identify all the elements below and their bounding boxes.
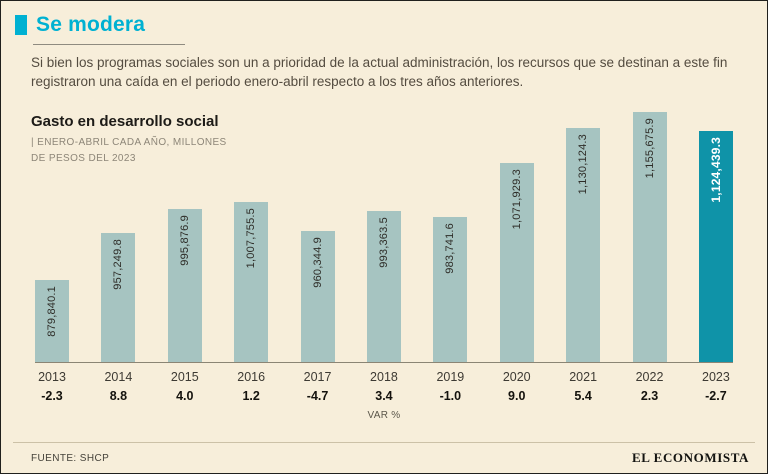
- title-underline: [33, 44, 185, 45]
- bar-2019: 983,741.6: [433, 217, 468, 363]
- var-pct-2013: -2.3: [41, 389, 63, 404]
- var-pct-2015: 4.0: [176, 389, 194, 404]
- bar-2014: 957,249.8: [101, 233, 136, 363]
- bar-chart: Gasto en desarrollo social | ENERO-ABRIL…: [1, 111, 767, 421]
- bar-2018: 993,363.5: [366, 211, 401, 363]
- x-tick-2020: 2020: [502, 370, 531, 385]
- title-row: Se modera: [15, 13, 747, 37]
- var-pct-2017: -4.7: [306, 389, 329, 404]
- x-axis-ticks: 2013 2014 2015 2016 2017 2018 2019 2020 2021 2022…: [35, 363, 733, 384]
- bar-value-label-2023: 1,124,439.3: [708, 137, 723, 203]
- bar-value-label-2021: 1,130,124.3: [577, 134, 590, 195]
- brand-logo: EL ECONOMISTA: [632, 450, 749, 465]
- footer: FUENTE: SHCP EL ECONOMISTA: [13, 442, 755, 466]
- x-tick-2021: 2021: [569, 370, 598, 385]
- chart-header: Gasto en desarrollo social | ENERO-ABRIL…: [31, 113, 227, 166]
- x-axis-label: VAR %: [367, 410, 401, 422]
- var-pct-2019: -1.0: [439, 389, 462, 404]
- var-pct-2018: 3.4: [375, 389, 393, 404]
- x-tick-2023: 2023: [702, 370, 730, 385]
- var-pct-row: -2.3 8.8 4.0 1.2 -4.7 3.4 -1.0 9.0 5.4 2.3 -2.7: [35, 384, 733, 403]
- var-pct-2022: 2.3: [640, 389, 659, 404]
- bar-value-label-2016: 1,007,755.5: [245, 208, 258, 269]
- source-text: FUENTE: SHCP: [31, 452, 110, 464]
- title-accent-bar: [15, 15, 27, 35]
- var-pct-2016: 1.2: [242, 389, 260, 404]
- bar-2022: 1,155,675.9: [632, 112, 667, 363]
- chart-subtitle-line1: | ENERO-ABRIL CADA AÑO, MILLONES: [31, 137, 227, 149]
- bar-value-label-2015: 995,876.9: [178, 215, 191, 266]
- bar-value-label-2013: 879,840.1: [46, 286, 58, 337]
- x-tick-2019: 2019: [436, 370, 465, 385]
- intro-text: Si bien los programas sociales son un a …: [31, 55, 728, 89]
- bar-2015: 995,876.9: [167, 209, 202, 363]
- bar-value-label-2017: 960,344.9: [311, 237, 324, 288]
- var-pct-2014: 8.8: [109, 389, 128, 404]
- x-tick-2022: 2022: [635, 370, 664, 385]
- bar-value-label-2019: 983,741.6: [444, 223, 457, 274]
- bar-value-label-2022: 1,155,675.9: [643, 118, 656, 179]
- chart-subtitle: | ENERO-ABRIL CADA AÑO, MILLONES DE PESO…: [31, 135, 227, 166]
- page-title: Se modera: [36, 13, 146, 36]
- chart-subtitle-line2: DE PESOS DEL 2023: [31, 152, 136, 164]
- x-tick-2014: 2014: [104, 370, 133, 385]
- x-tick-2015: 2015: [170, 370, 199, 385]
- bar-value-label-2014: 957,249.8: [112, 239, 125, 290]
- header: Se modera Si bien los programas sociales…: [1, 1, 767, 91]
- bar-value-label-2020: 1,071,929.3: [510, 169, 523, 230]
- bar-2017: 960,344.9: [300, 231, 335, 363]
- x-tick-2018: 2018: [370, 370, 398, 385]
- chart-title: Gasto en desarrollo social: [31, 113, 219, 131]
- bar-2016: 1,007,755.5: [234, 202, 269, 363]
- x-tick-2017: 2017: [303, 370, 332, 385]
- x-tick-2016: 2016: [237, 370, 266, 385]
- bar-2021: 1,130,124.3: [566, 128, 601, 363]
- x-tick-2013: 2013: [38, 370, 66, 385]
- var-pct-2023: -2.7: [705, 389, 727, 404]
- bars-row: 879,840.1 957,249.8 995,876.9 1,007,755.5 96…: [35, 111, 733, 364]
- var-pct-2021: 5.4: [574, 389, 592, 404]
- bar-2023: 1,124,439.3: [698, 131, 733, 363]
- var-pct-2020: 9.0: [508, 389, 526, 404]
- bar-2020: 1,071,929.3: [499, 163, 534, 363]
- bar-value-label-2018: 993,363.5: [377, 217, 390, 268]
- bar-2013: 879,840.1: [35, 280, 69, 363]
